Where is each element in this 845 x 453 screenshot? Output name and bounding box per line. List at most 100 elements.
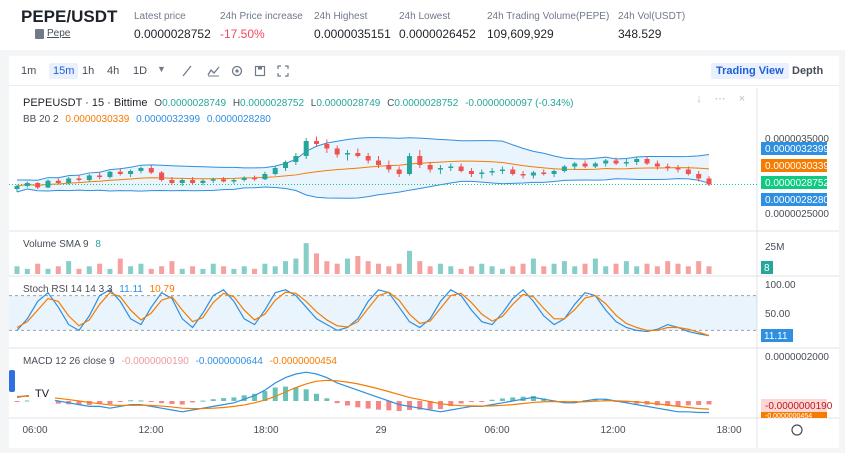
macd-hist-bar bbox=[14, 401, 20, 402]
stat-5: 24h Vol(USDT) 348.529 bbox=[618, 11, 685, 41]
volume-bar bbox=[138, 263, 144, 274]
dropdown-caret-icon[interactable]: ▼ bbox=[157, 64, 166, 74]
timeframe-1D[interactable]: 1D bbox=[133, 65, 148, 77]
volume-bar bbox=[252, 268, 258, 274]
volume-bar bbox=[303, 243, 309, 274]
chart-panel: 1m 15m 1h 4h 1D ▼ Trading View Depth 0.00000… bbox=[9, 56, 839, 448]
macd-hist-bar bbox=[293, 387, 299, 401]
candle-body bbox=[355, 153, 361, 156]
o-value: 0.0000028749 bbox=[162, 98, 227, 109]
timeframe-4h[interactable]: 4h bbox=[107, 65, 120, 77]
stat-label: Latest price bbox=[134, 11, 186, 22]
macd-hist-value: -0.0000000190 bbox=[121, 356, 189, 367]
volume-bar bbox=[406, 250, 412, 274]
c-label: C bbox=[387, 98, 395, 109]
volume-bar bbox=[86, 266, 92, 274]
timeframe-1h[interactable]: 1h bbox=[82, 65, 95, 77]
bb-legend: BB 20 2 0.0000030339 0.0000032399 0.0000… bbox=[23, 114, 275, 125]
l-value: 0.0000028749 bbox=[316, 98, 381, 109]
macd-hist-bar bbox=[324, 398, 330, 401]
volume-bar bbox=[427, 266, 433, 274]
pair-title: PEPE/USDT bbox=[21, 7, 118, 26]
o-label: O bbox=[154, 98, 163, 109]
volume-bar bbox=[654, 266, 660, 274]
candle-body bbox=[675, 168, 681, 170]
change-value: -0.0000000097 (-0.34%) bbox=[465, 98, 574, 109]
volume-bar bbox=[479, 263, 485, 274]
macd-hist-bar bbox=[200, 400, 206, 402]
candle-body bbox=[283, 162, 289, 168]
volume-bar bbox=[551, 263, 557, 274]
macd-hist-bar bbox=[231, 397, 237, 401]
macd-hist-bar bbox=[706, 401, 712, 405]
stat-2: 24h Highest 0.0000035151 bbox=[314, 11, 391, 41]
volume-bar bbox=[35, 263, 41, 274]
pane-down-icon: ↓ bbox=[696, 93, 702, 105]
price-tick-label: 0.0000035000 bbox=[765, 134, 829, 145]
candle-body bbox=[241, 177, 247, 180]
timeframe-15m[interactable]: 15m bbox=[49, 63, 79, 79]
candle-body bbox=[530, 172, 536, 176]
volume-bar bbox=[489, 266, 495, 274]
depth-button[interactable]: Depth bbox=[792, 65, 824, 77]
macd-hist-bar bbox=[427, 401, 433, 410]
volume-label: Volume SMA 9 bbox=[23, 239, 89, 250]
volume-bar bbox=[314, 253, 320, 274]
candle-body bbox=[231, 180, 237, 182]
pane-more-icon: ⋯ bbox=[715, 93, 726, 105]
volume-bar bbox=[117, 258, 123, 274]
volume-bar bbox=[45, 268, 51, 274]
candle-body bbox=[45, 180, 51, 188]
candle-body bbox=[520, 174, 526, 176]
macd-hist-bar bbox=[623, 401, 629, 403]
coin-link[interactable]: Pepe bbox=[47, 28, 71, 39]
volume-bar bbox=[437, 263, 443, 274]
volume-bar bbox=[355, 256, 361, 274]
volume-bar bbox=[665, 261, 671, 274]
price-badge-label: 0.0000028280 bbox=[765, 195, 829, 206]
c-value: 0.0000028752 bbox=[394, 98, 459, 109]
settings-icon[interactable] bbox=[231, 65, 243, 80]
volume-badge-label: 8 bbox=[764, 263, 770, 274]
candle-body bbox=[221, 179, 227, 182]
trading-view-button[interactable]: Trading View bbox=[711, 63, 789, 79]
indicators-icon[interactable] bbox=[207, 65, 220, 80]
candle-body bbox=[117, 171, 123, 174]
volume-bar bbox=[561, 261, 567, 274]
volume-bar bbox=[696, 261, 702, 274]
chart-area[interactable]: 0.0000035000 0.0000025000 0.0000032399 0.00… bbox=[9, 88, 839, 448]
candle-body bbox=[561, 166, 567, 171]
bb-lower-value: 0.0000028280 bbox=[206, 114, 271, 125]
volume-bar bbox=[458, 268, 464, 274]
chart-canvas[interactable]: 0.0000035000 0.0000025000 0.0000032399 0.00… bbox=[9, 88, 839, 448]
time-tick-label: 12:00 bbox=[600, 425, 625, 436]
bb-basis-line bbox=[16, 160, 710, 187]
macd-hist-bar bbox=[272, 387, 278, 401]
volume-bar bbox=[613, 263, 619, 274]
main-legend: PEPEUSDT · 15 · Bittime O0.0000028749 H0… bbox=[23, 97, 578, 109]
candle-body bbox=[303, 141, 309, 156]
stat-value: -17.50% bbox=[220, 27, 265, 41]
timeframe-1m[interactable]: 1m bbox=[21, 65, 37, 77]
macd-label: MACD 12 26 close 9 bbox=[23, 356, 115, 367]
fullscreen-icon[interactable] bbox=[277, 65, 289, 80]
save-icon[interactable] bbox=[254, 65, 266, 80]
candle-body bbox=[417, 156, 423, 165]
volume-bar bbox=[210, 263, 216, 274]
macd-hist-bar bbox=[396, 401, 402, 412]
volume-bar bbox=[468, 266, 474, 274]
macd-hist-bar bbox=[386, 401, 392, 411]
candle-body bbox=[314, 141, 320, 144]
draw-line-icon[interactable] bbox=[181, 65, 193, 80]
candle-body bbox=[499, 169, 505, 171]
h-value: 0.0000028752 bbox=[240, 98, 305, 109]
candle-body bbox=[76, 178, 82, 180]
candle-body bbox=[159, 172, 165, 180]
stat-label: 24h Lowest bbox=[399, 11, 451, 22]
candle-body bbox=[262, 174, 268, 180]
candle-body bbox=[272, 168, 278, 174]
candle-body bbox=[427, 165, 433, 170]
volume-bar bbox=[283, 261, 289, 274]
macd-hist-bar bbox=[190, 401, 196, 403]
volume-badge bbox=[761, 261, 773, 274]
